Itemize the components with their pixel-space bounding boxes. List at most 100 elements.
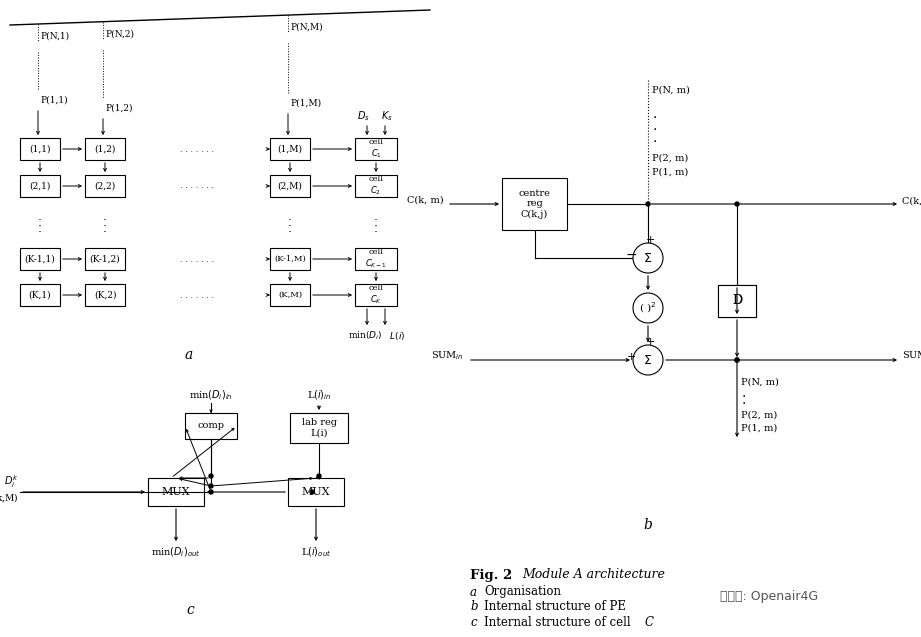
Bar bbox=[85, 284, 125, 306]
Text: (2,M): (2,M) bbox=[277, 182, 302, 190]
Text: a: a bbox=[185, 348, 193, 362]
Text: MUX: MUX bbox=[162, 487, 191, 497]
Text: (K,1): (K,1) bbox=[29, 290, 52, 299]
Circle shape bbox=[646, 202, 650, 206]
Text: centre
reg
C(k,j): centre reg C(k,j) bbox=[519, 189, 551, 219]
Bar bbox=[20, 248, 60, 270]
Text: P(N, m): P(N, m) bbox=[741, 378, 779, 387]
Bar bbox=[355, 138, 397, 160]
Circle shape bbox=[209, 484, 213, 488]
Text: . . . . . . .: . . . . . . . bbox=[181, 145, 215, 154]
Text: MUX: MUX bbox=[302, 487, 331, 497]
Bar bbox=[355, 248, 397, 270]
Bar bbox=[20, 138, 60, 160]
Circle shape bbox=[633, 243, 663, 273]
Text: $D_i^k$: $D_i^k$ bbox=[4, 473, 18, 490]
Text: D: D bbox=[732, 294, 742, 308]
Circle shape bbox=[310, 490, 314, 494]
Text: . . . . . . .: . . . . . . . bbox=[181, 255, 215, 264]
Bar bbox=[270, 138, 310, 160]
Text: cell
$C_2$: cell $C_2$ bbox=[368, 175, 383, 197]
Circle shape bbox=[209, 490, 213, 494]
Bar bbox=[20, 175, 60, 197]
Text: .: . bbox=[374, 222, 378, 235]
Text: C: C bbox=[645, 615, 654, 629]
Text: min$(D_i)_{in}$: min$(D_i)_{in}$ bbox=[189, 388, 233, 402]
Circle shape bbox=[735, 358, 739, 362]
Bar bbox=[288, 478, 344, 506]
Text: .: . bbox=[288, 216, 292, 229]
Text: .: . bbox=[652, 131, 657, 145]
Bar bbox=[502, 178, 567, 230]
Text: .: . bbox=[741, 386, 745, 400]
Text: L$(i)_{out}$: L$(i)_{out}$ bbox=[301, 545, 332, 559]
Text: .: . bbox=[103, 210, 107, 223]
Text: Internal structure of PE: Internal structure of PE bbox=[484, 601, 626, 613]
Text: C(k, m+1): C(k, m+1) bbox=[902, 196, 921, 206]
Text: b: b bbox=[644, 518, 652, 532]
Text: .: . bbox=[288, 210, 292, 223]
Text: P(2, m): P(2, m) bbox=[741, 410, 777, 420]
Circle shape bbox=[317, 474, 321, 478]
Text: . . . . . . .: . . . . . . . bbox=[181, 290, 215, 299]
Text: SUM$_{out}$ from PE(k,M): SUM$_{out}$ from PE(k,M) bbox=[0, 490, 18, 503]
Text: c: c bbox=[470, 615, 477, 629]
Text: cell
$C_1$: cell $C_1$ bbox=[368, 138, 383, 160]
Text: Organisation: Organisation bbox=[484, 585, 561, 599]
Bar bbox=[270, 175, 310, 197]
Bar bbox=[185, 413, 237, 439]
Text: C(k, m): C(k, m) bbox=[407, 196, 444, 204]
Text: P(1, m): P(1, m) bbox=[652, 168, 688, 176]
Bar bbox=[290, 413, 348, 443]
Text: +: + bbox=[626, 352, 635, 362]
Bar bbox=[270, 248, 310, 270]
Text: (1,1): (1,1) bbox=[29, 145, 51, 154]
Text: $\Sigma$: $\Sigma$ bbox=[644, 354, 653, 366]
Text: P(N,M): P(N,M) bbox=[290, 22, 322, 32]
Circle shape bbox=[209, 474, 213, 478]
Text: (K,M): (K,M) bbox=[278, 291, 302, 299]
Bar bbox=[355, 284, 397, 306]
Text: min$(D_i)_{out}$: min$(D_i)_{out}$ bbox=[151, 545, 201, 559]
Text: +: + bbox=[646, 235, 655, 245]
Text: Internal structure of cell: Internal structure of cell bbox=[484, 615, 631, 629]
Text: SUM$_{out}$: SUM$_{out}$ bbox=[902, 350, 921, 362]
Text: Module A architecture: Module A architecture bbox=[522, 568, 665, 582]
Text: $L(i)$: $L(i)$ bbox=[387, 330, 405, 342]
Text: P(N,1): P(N,1) bbox=[40, 31, 69, 41]
Text: a: a bbox=[470, 585, 477, 599]
Bar bbox=[718, 285, 756, 317]
Text: b: b bbox=[470, 601, 477, 613]
Text: c: c bbox=[186, 603, 194, 617]
Text: P(1,1): P(1,1) bbox=[40, 96, 67, 104]
Text: (K-1,2): (K-1,2) bbox=[89, 255, 121, 264]
Text: (K-1,1): (K-1,1) bbox=[25, 255, 55, 264]
Text: cell
$C_K$: cell $C_K$ bbox=[368, 284, 383, 306]
Text: .: . bbox=[103, 222, 107, 235]
Text: (1,M): (1,M) bbox=[277, 145, 302, 154]
Text: −: − bbox=[625, 248, 636, 262]
Text: SUM$_{in}$: SUM$_{in}$ bbox=[431, 350, 464, 362]
Text: .: . bbox=[38, 210, 42, 223]
Text: Fig. 2: Fig. 2 bbox=[470, 568, 512, 582]
Circle shape bbox=[735, 202, 739, 206]
Text: P(2, m): P(2, m) bbox=[652, 154, 688, 162]
Text: +: + bbox=[646, 337, 655, 347]
Text: .: . bbox=[288, 222, 292, 235]
Text: P(1,M): P(1,M) bbox=[290, 99, 321, 108]
Text: $\Sigma$: $\Sigma$ bbox=[644, 252, 653, 264]
Bar bbox=[148, 478, 204, 506]
Text: (K-1,M): (K-1,M) bbox=[274, 255, 306, 263]
Text: (2,2): (2,2) bbox=[94, 182, 116, 190]
Circle shape bbox=[633, 293, 663, 323]
Text: .: . bbox=[374, 210, 378, 223]
Text: P(N,2): P(N,2) bbox=[105, 29, 134, 38]
Bar bbox=[85, 175, 125, 197]
Bar bbox=[718, 285, 756, 317]
Text: cell
$C_{K-1}$: cell $C_{K-1}$ bbox=[365, 248, 387, 270]
Bar bbox=[85, 248, 125, 270]
Circle shape bbox=[735, 358, 739, 362]
Text: .: . bbox=[38, 216, 42, 229]
Text: .: . bbox=[103, 216, 107, 229]
Circle shape bbox=[633, 345, 663, 375]
